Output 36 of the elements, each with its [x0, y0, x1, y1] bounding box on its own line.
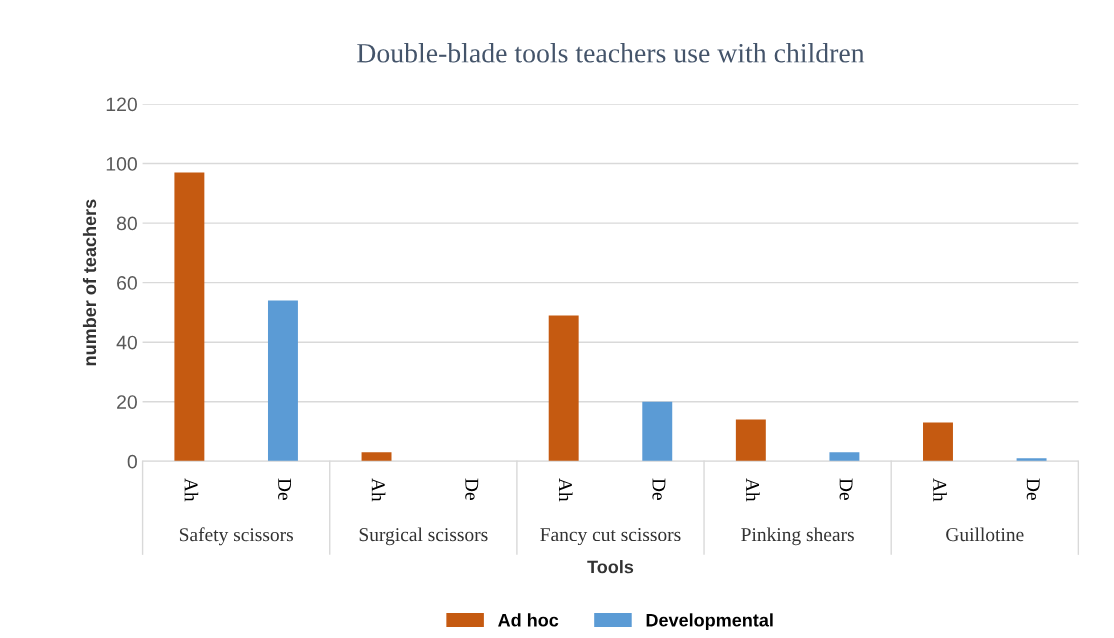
bar	[548, 315, 579, 462]
text: Surgical scissors	[359, 527, 488, 546]
y-axis-title: number of teachers	[82, 199, 97, 366]
bar	[267, 300, 298, 462]
x-tick-label: Ah	[371, 478, 386, 502]
x-tick-label: Ah	[933, 478, 947, 502]
bar	[174, 172, 205, 462]
text: Safety scissors	[179, 527, 293, 546]
bar	[361, 452, 392, 462]
x-tick-label: De	[839, 478, 853, 500]
bar	[642, 401, 673, 462]
x-tick-label: De	[1026, 478, 1040, 500]
y-tick-label: 120	[106, 97, 137, 112]
y-tick-label: 0	[127, 454, 137, 469]
legend-label: Developmental	[646, 613, 773, 631]
y-tick-label: 100	[106, 157, 137, 171]
y-tick-label: 40	[116, 335, 137, 350]
bar	[1016, 458, 1047, 462]
x-tick-label: Ah	[746, 478, 760, 502]
text: Guillotine	[946, 527, 1024, 542]
x-tick-label: De	[652, 478, 666, 500]
chart-title: Double-blade tools teachers use with children	[357, 43, 865, 63]
x-tick-label: De	[278, 478, 292, 500]
y-tick-label: 20	[117, 395, 137, 409]
x-tick-label: De	[465, 478, 479, 500]
bar	[829, 452, 860, 462]
x-axis-title: Tools	[587, 560, 634, 574]
x-tick-label: Ah	[559, 478, 573, 502]
legend-label: Ad hoc	[498, 613, 559, 627]
bar	[735, 419, 766, 462]
x-tick-label: Ah	[184, 478, 199, 502]
y-tick-label: 60	[117, 276, 137, 290]
y-tick-label: 80	[116, 216, 137, 231]
text: Fancy cut scissors	[540, 528, 681, 546]
text: Pinking shears	[741, 527, 854, 546]
bar	[923, 422, 953, 462]
